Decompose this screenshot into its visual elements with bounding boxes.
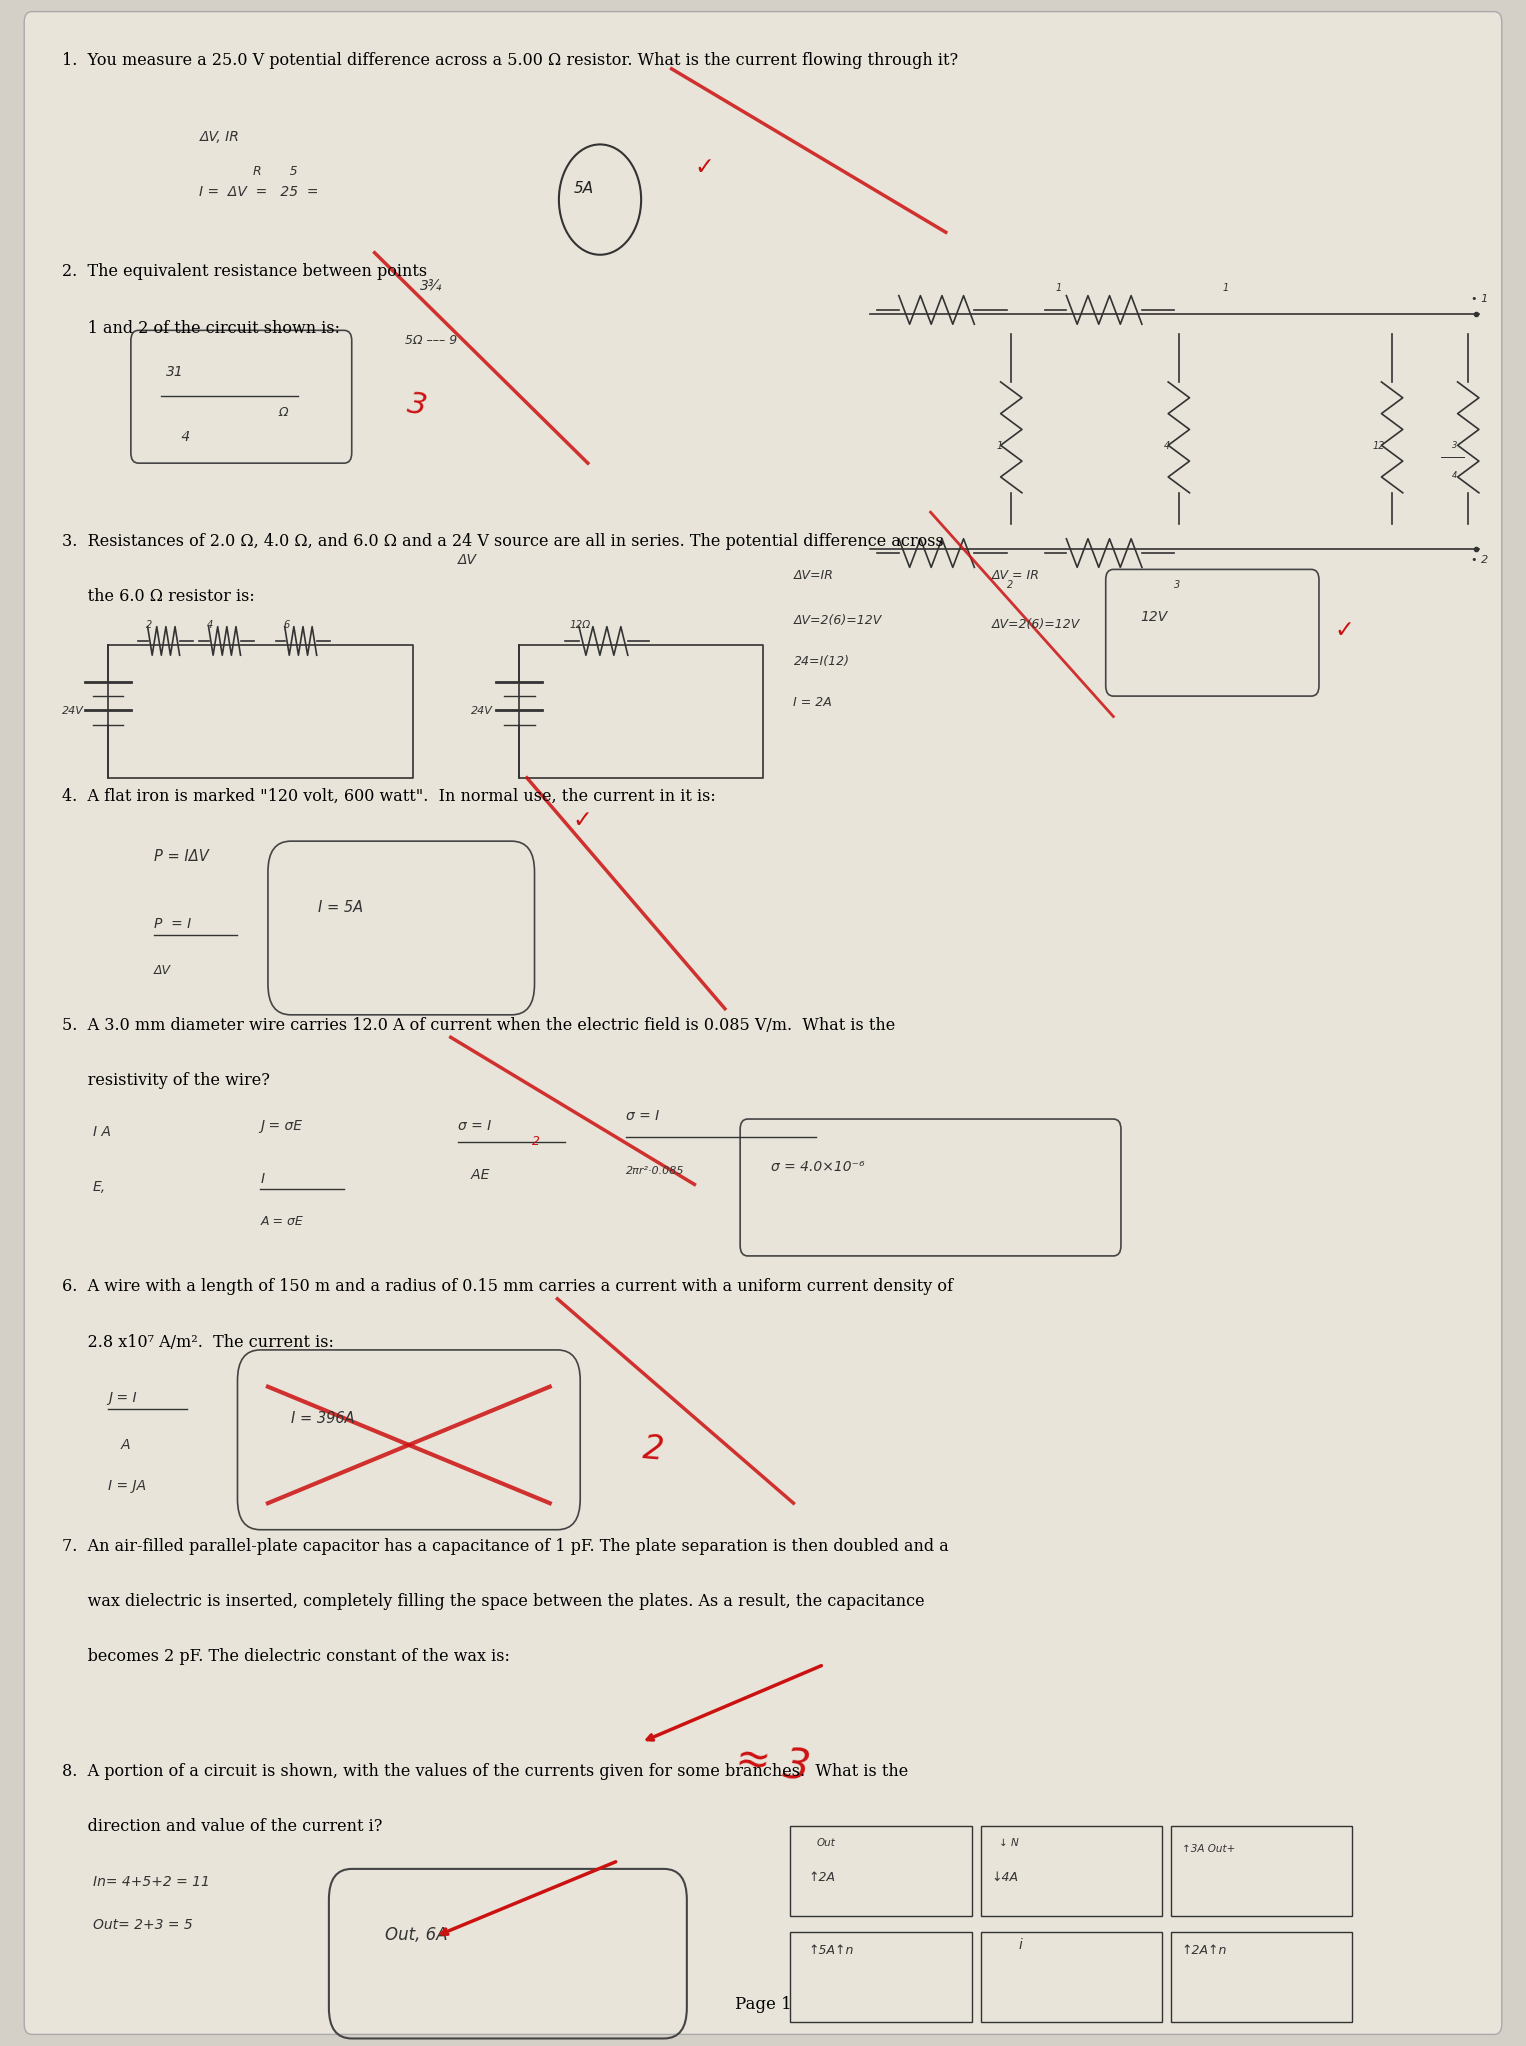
Text: I =  ΔV  =   25  =: I = ΔV = 25 = [200, 186, 324, 198]
Text: the 6.0 Ω resistor is:: the 6.0 Ω resistor is: [63, 587, 255, 606]
Text: ΔV = IR: ΔV = IR [992, 569, 1039, 583]
Text: ↑2A↑n: ↑2A↑n [1181, 1944, 1227, 1958]
Text: I = 2A: I = 2A [794, 696, 832, 710]
Text: ✓: ✓ [572, 808, 592, 833]
Text: Out, 6A: Out, 6A [385, 1925, 447, 1944]
Text: 5A: 5A [574, 182, 594, 196]
Text: direction and value of the current i?: direction and value of the current i? [63, 1817, 383, 1835]
Text: wax dielectric is inserted, completely filling the space between the plates. As : wax dielectric is inserted, completely f… [63, 1594, 925, 1610]
Text: 1: 1 [996, 440, 1003, 450]
Text: In= 4+5+2 = 11: In= 4+5+2 = 11 [93, 1874, 209, 1888]
Text: σ = I: σ = I [626, 1109, 659, 1123]
Text: Page 1: Page 1 [734, 1995, 792, 2013]
Text: ΔV=2(6)=12V: ΔV=2(6)=12V [992, 618, 1080, 632]
Text: 1: 1 [1222, 282, 1230, 293]
Text: 2: 2 [531, 1136, 540, 1148]
Text: 6: 6 [284, 620, 290, 630]
Text: I A: I A [93, 1125, 111, 1140]
Text: ↑2A: ↑2A [809, 1870, 836, 1884]
Text: 24V: 24V [470, 706, 493, 716]
Text: 7.  An air-filled parallel-plate capacitor has a capacitance of 1 pF. The plate : 7. An air-filled parallel-plate capacito… [63, 1539, 949, 1555]
Text: • 1: • 1 [1471, 293, 1488, 303]
Text: 2πr²·0.085: 2πr²·0.085 [626, 1166, 684, 1176]
Text: ↑3A Out+: ↑3A Out+ [1181, 1843, 1235, 1854]
Text: A = σE: A = σE [261, 1215, 304, 1228]
Text: 4: 4 [177, 430, 189, 444]
Text: ↑5A↑n: ↑5A↑n [809, 1944, 855, 1958]
Text: 12Ω: 12Ω [569, 620, 591, 630]
Text: ΔV, IR: ΔV, IR [200, 131, 240, 143]
Text: 6.  A wire with a length of 150 m and a radius of 0.15 mm carries a current with: 6. A wire with a length of 150 m and a r… [63, 1279, 954, 1295]
Text: 1.  You measure a 25.0 V potential difference across a 5.00 Ω resistor. What is : 1. You measure a 25.0 V potential differ… [63, 53, 958, 70]
Text: ✓: ✓ [1334, 618, 1354, 642]
Text: ↓ N: ↓ N [1000, 1837, 1019, 1848]
Text: 5.  A 3.0 mm diameter wire carries 12.0 A of current when the electric field is : 5. A 3.0 mm diameter wire carries 12.0 A… [63, 1017, 896, 1033]
Text: 2.8 x10⁷ A/m².  The current is:: 2.8 x10⁷ A/m². The current is: [63, 1334, 334, 1350]
Text: I: I [261, 1172, 264, 1187]
Text: J = σE: J = σE [261, 1119, 302, 1133]
Text: 4: 4 [208, 620, 214, 630]
Text: 3¾: 3¾ [420, 278, 443, 293]
Text: • 2: • 2 [1471, 554, 1488, 565]
Text: σ = 4.0×10⁻⁶: σ = 4.0×10⁻⁶ [771, 1160, 864, 1174]
Text: Out: Out [816, 1837, 835, 1848]
Text: 24=I(12): 24=I(12) [794, 655, 850, 669]
Text: P  = I: P = I [154, 917, 191, 931]
Text: I = 396A: I = 396A [291, 1412, 354, 1426]
Text: 3: 3 [404, 389, 429, 421]
Text: 12V: 12V [1141, 610, 1167, 624]
Text: 1: 1 [1056, 282, 1062, 293]
Text: R       5: R 5 [253, 166, 298, 178]
Text: 31: 31 [166, 364, 183, 379]
Text: A: A [108, 1438, 131, 1453]
Text: I = JA: I = JA [108, 1479, 146, 1494]
Text: AE: AE [458, 1168, 490, 1183]
Text: σ = I: σ = I [458, 1119, 491, 1133]
Text: i: i [1019, 1938, 1022, 1952]
Text: 2: 2 [1007, 579, 1013, 589]
Text: 4.  A flat iron is marked "120 volt, 600 watt".  In normal use, the current in i: 4. A flat iron is marked "120 volt, 600 … [63, 788, 716, 804]
Text: 3: 3 [1175, 579, 1181, 589]
Text: 24V: 24V [63, 706, 84, 716]
Text: 2: 2 [641, 1432, 665, 1467]
Text: Ω: Ω [279, 405, 288, 419]
Text: ΔV: ΔV [154, 964, 171, 976]
Text: 3: 3 [1451, 440, 1457, 450]
Text: ΔV: ΔV [458, 552, 478, 567]
FancyBboxPatch shape [24, 12, 1502, 2034]
Text: ✓: ✓ [694, 155, 714, 178]
Text: ΔV=2(6)=12V: ΔV=2(6)=12V [794, 614, 882, 628]
Text: Out= 2+3 = 5: Out= 2+3 = 5 [93, 1917, 192, 1931]
Text: 12: 12 [1372, 440, 1384, 450]
Text: 2: 2 [146, 620, 153, 630]
Text: resistivity of the wire?: resistivity of the wire? [63, 1072, 270, 1088]
Text: 1 and 2 of the circuit shown is:: 1 and 2 of the circuit shown is: [63, 319, 340, 338]
Text: ≈ 3: ≈ 3 [732, 1739, 812, 1790]
Text: ΔV=IR: ΔV=IR [794, 569, 833, 583]
Text: 8.  A portion of a circuit is shown, with the values of the currents given for s: 8. A portion of a circuit is shown, with… [63, 1764, 908, 1780]
Text: 4: 4 [1451, 471, 1457, 481]
Text: 5Ω ––– 9: 5Ω ––– 9 [404, 333, 458, 348]
Text: 4: 4 [1164, 440, 1170, 450]
Text: ↓4A: ↓4A [992, 1870, 1018, 1884]
Text: becomes 2 pF. The dielectric constant of the wax is:: becomes 2 pF. The dielectric constant of… [63, 1649, 510, 1665]
Text: 2.  The equivalent resistance between points: 2. The equivalent resistance between poi… [63, 264, 427, 280]
Text: E,: E, [93, 1181, 105, 1195]
Text: P = IΔV: P = IΔV [154, 849, 209, 863]
Text: 3.  Resistances of 2.0 Ω, 4.0 Ω, and 6.0 Ω and a 24 V source are all in series. : 3. Resistances of 2.0 Ω, 4.0 Ω, and 6.0 … [63, 532, 945, 550]
Text: J = I: J = I [108, 1391, 137, 1406]
Text: I = 5A: I = 5A [319, 900, 363, 915]
